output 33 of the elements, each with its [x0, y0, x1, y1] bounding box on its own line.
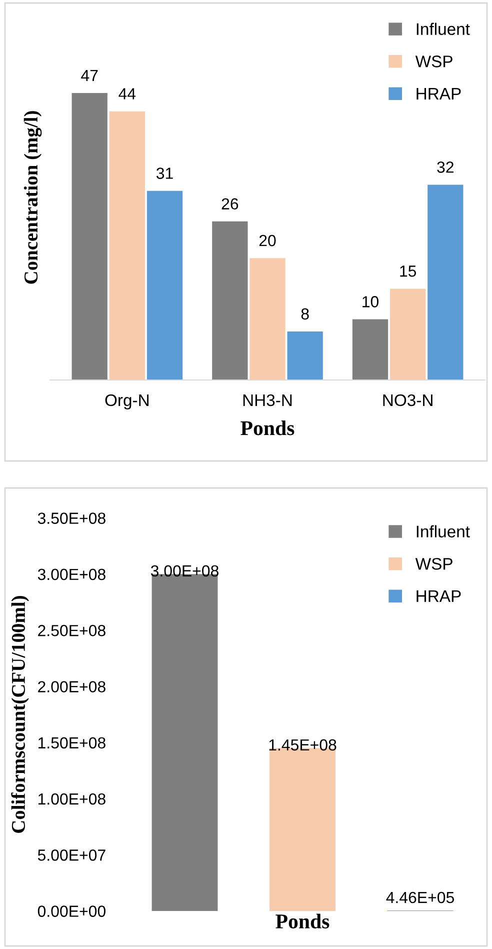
y-axis-title: Coliformscount(CFU/100ml)	[11, 596, 29, 833]
x-tick-label: NH3-N	[243, 394, 292, 406]
legend-label: Influent	[416, 22, 470, 36]
data-label: 20	[259, 234, 276, 246]
data-label: 47	[81, 70, 98, 81]
data-label: 15	[400, 266, 416, 277]
y-tick-label: 0.00E+00	[38, 906, 106, 917]
y-tick-label: 3.50E+08	[38, 512, 106, 524]
data-label: 32	[437, 162, 454, 173]
data-label: 44	[118, 88, 136, 100]
legend-label: WSP	[415, 56, 452, 68]
legend-label: WSP	[415, 558, 452, 570]
x-axis-title: Ponds	[276, 914, 330, 928]
data-label: 10	[362, 296, 379, 308]
y-tick-label: 1.00E+08	[38, 793, 106, 805]
y-tick-label: 2.00E+08	[38, 681, 106, 692]
x-tick-label: Org-N	[105, 394, 149, 410]
data-label: 3.00E+08	[150, 565, 218, 577]
legend-label: HRAP	[416, 590, 461, 602]
y-axis-title: Concentration (mg/l)	[24, 111, 42, 284]
legend-label: Influent	[416, 525, 470, 538]
x-axis-title: Ponds	[240, 420, 294, 436]
y-tick-label: 5.00E+07	[38, 849, 106, 861]
data-label: 8	[301, 308, 309, 320]
x-tick-label: NO3-N	[383, 394, 432, 406]
y-tick-label: 2.50E+08	[38, 624, 106, 636]
legend-label: HRAP	[416, 88, 461, 100]
data-label: 31	[156, 168, 173, 179]
data-label: 4.46E+05	[386, 892, 454, 904]
data-label: 1.45E+08	[269, 739, 336, 751]
y-tick-label: 1.50E+08	[38, 737, 106, 749]
data-label: 26	[222, 198, 238, 210]
y-tick-label: 3.00E+08	[38, 568, 106, 580]
